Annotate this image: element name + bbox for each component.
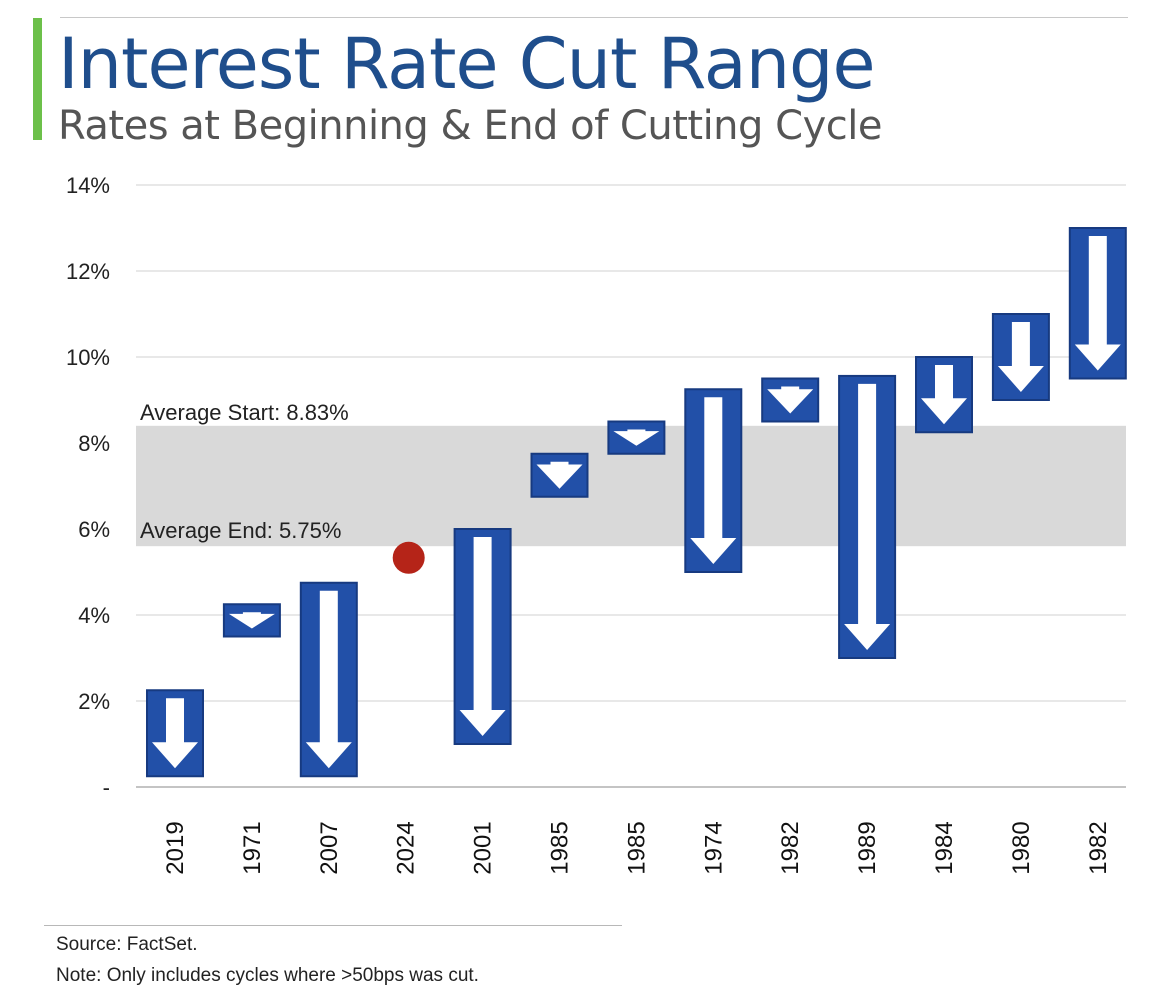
methodology-note: Note: Only includes cycles where >50bps … <box>56 965 479 986</box>
x-tick-label: 1989 <box>854 821 881 874</box>
x-tick-label: 1982 <box>777 821 804 874</box>
x-tick-label: 1971 <box>239 821 266 874</box>
down-arrow-icon <box>152 698 198 769</box>
down-arrow-icon <box>844 383 891 650</box>
average-start-label: Average Start: 8.83% <box>140 400 349 425</box>
y-tick-label: 6% <box>78 517 110 542</box>
down-arrow-icon <box>536 461 583 489</box>
y-tick-label: 12% <box>66 259 110 284</box>
y-tick-label: 4% <box>78 603 110 628</box>
x-tick-label: 2007 <box>316 821 343 874</box>
chart-title: Interest Rate Cut Range <box>58 23 876 105</box>
source-note: Source: FactSet. <box>56 934 198 955</box>
down-arrow-icon <box>228 612 275 629</box>
chart-subtitle: Rates at Beginning & End of Cutting Cycl… <box>58 103 882 149</box>
down-arrow-icon <box>613 429 660 446</box>
x-tick-label: 1982 <box>1085 821 1112 874</box>
down-arrow-icon <box>1074 236 1121 371</box>
y-tick-label: 10% <box>66 345 110 370</box>
x-tick-label: 2001 <box>470 821 497 874</box>
x-tick-label: 1974 <box>700 821 727 874</box>
down-arrow-icon <box>767 386 814 414</box>
title-accent-bar <box>33 18 42 140</box>
x-tick-label: 2019 <box>162 821 189 874</box>
average-end-label: Average End: 5.75% <box>140 518 341 543</box>
y-tick-label: 2% <box>78 689 110 714</box>
down-arrow-icon <box>921 365 967 425</box>
y-tick-label: - <box>103 775 110 800</box>
down-arrow-icon <box>997 322 1044 392</box>
current-rate-point <box>392 541 425 574</box>
x-tick-label: 1985 <box>623 821 650 874</box>
down-arrow-icon <box>690 397 737 564</box>
x-tick-label: 1985 <box>547 821 574 874</box>
top-rule <box>60 17 1128 18</box>
y-tick-label: 14% <box>66 173 110 198</box>
x-tick-label: 1980 <box>1008 821 1035 874</box>
down-arrow-icon <box>305 590 352 769</box>
x-tick-label: 2024 <box>393 821 420 874</box>
down-arrow-icon <box>459 537 506 736</box>
footer-rule <box>44 925 622 926</box>
y-tick-label: 8% <box>78 431 110 456</box>
x-tick-label: 1984 <box>931 821 958 874</box>
